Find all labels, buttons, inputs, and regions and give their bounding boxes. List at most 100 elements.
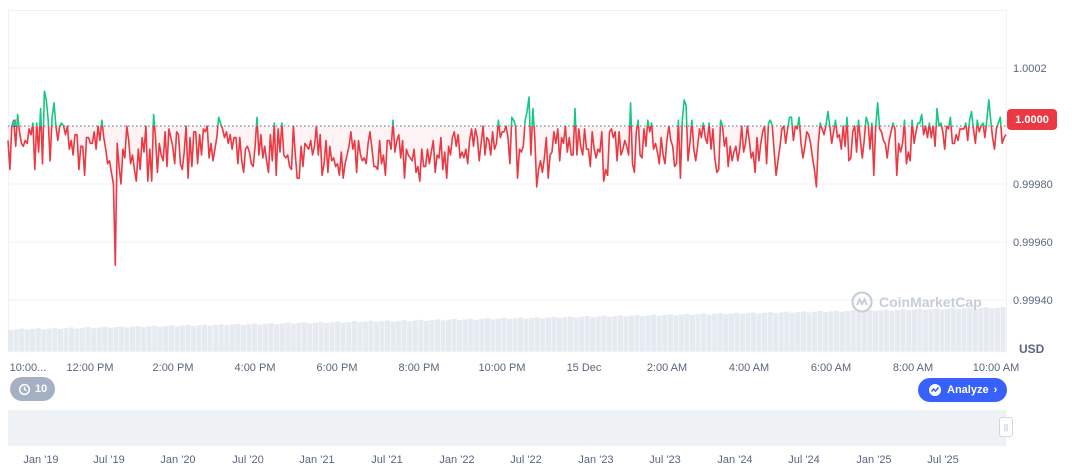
navigator-tick-label: Jul '19 — [93, 454, 124, 466]
volume-bar — [229, 324, 235, 351]
volume-bar — [800, 311, 806, 351]
volume-bar — [512, 318, 518, 351]
volume-bar — [263, 323, 269, 351]
volume-bar — [828, 311, 834, 351]
analyze-button[interactable]: Analyze › — [918, 378, 1008, 402]
x-axis-ticks: 10:00... 12:00 PM 2:00 PM 4:00 PM 6:00 PM 8:0… — [10, 362, 1020, 374]
volume-bar — [80, 327, 86, 351]
volume-bar — [656, 315, 662, 351]
price-line-below — [7, 126, 1007, 267]
volume-bar — [257, 324, 263, 351]
volume-bar — [518, 317, 524, 351]
x-tick-label: 10:00 AM — [973, 362, 1019, 374]
volume-bar — [451, 319, 457, 351]
volume-bar — [906, 310, 912, 351]
watermark: CoinMarketCap — [851, 291, 982, 313]
volume-bar — [52, 327, 58, 351]
navigator-tick-label: Jan '23 — [578, 454, 613, 466]
volume-bar — [806, 312, 812, 351]
below-reference-fill — [8, 126, 1006, 266]
volume-bar — [933, 308, 939, 351]
volume-bar — [35, 328, 41, 351]
navigator-tick-label: Jul '25 — [927, 454, 958, 466]
volume-bar — [41, 329, 47, 351]
volume-bar — [939, 309, 945, 351]
volume-bar — [861, 310, 867, 351]
history-range-label: 10 — [35, 383, 48, 395]
volume-bar — [312, 322, 318, 351]
navigator-tick-label: Jan '20 — [160, 454, 195, 466]
history-icon — [18, 383, 31, 395]
navigator-tick-label: Jan '25 — [856, 454, 891, 466]
volume-bar — [46, 328, 52, 351]
volume-bar — [174, 326, 180, 351]
navigator-tick-label: Jan '24 — [717, 454, 752, 466]
volume-bar — [756, 313, 762, 351]
volume-bar — [301, 322, 307, 351]
volume-bar — [689, 314, 696, 351]
price-line-above — [10, 90, 1002, 126]
y-axis-ticks: 1.0002 0.99980 0.99960 0.99940 — [1013, 63, 1053, 307]
volume-bar — [390, 321, 396, 351]
history-range-button[interactable]: 10 — [10, 377, 56, 401]
navigator-tick-label: Jan '22 — [439, 454, 474, 466]
volume-bar — [368, 320, 374, 351]
x-tick-label: 2:00 AM — [647, 362, 687, 374]
volume-bar — [978, 308, 984, 351]
volume-bar — [701, 313, 707, 351]
navigator-handle[interactable]: || — [999, 417, 1013, 437]
volume-bar — [307, 323, 313, 351]
volume-bar — [762, 312, 768, 351]
time-range-navigator[interactable] — [8, 410, 1006, 446]
y-tick-label: 0.99940 — [1013, 295, 1053, 307]
volume-bar — [917, 308, 923, 351]
volume-bar — [13, 329, 19, 351]
volume-bar — [179, 325, 185, 351]
volume-bar — [734, 312, 740, 351]
volume-bar — [507, 319, 513, 351]
x-tick-label: 4:00 AM — [729, 362, 769, 374]
volume-bar — [612, 316, 618, 351]
volume-bar — [351, 321, 357, 351]
volume-bar — [412, 320, 418, 351]
volume-bar — [695, 314, 701, 351]
watermark-text: CoinMarketCap — [879, 294, 982, 310]
volume-bar — [246, 324, 252, 351]
volume-bar — [129, 326, 136, 351]
volume-bar — [329, 322, 335, 351]
volume-bar — [91, 328, 97, 351]
volume-bar — [124, 327, 130, 351]
volume-bar — [750, 312, 756, 351]
volume-bar — [274, 324, 280, 351]
volume-bar — [922, 309, 928, 351]
volume-bar — [823, 312, 829, 351]
navigator-tick-label: Jan '21 — [299, 454, 334, 466]
volume-bar — [168, 325, 174, 351]
coinmarketcap-logo-icon — [851, 291, 873, 313]
volume-bar — [146, 326, 152, 351]
plot-border — [8, 10, 1007, 352]
volume-bar — [673, 315, 679, 351]
volume-bar — [601, 315, 607, 351]
analyze-label: Analyze — [947, 384, 989, 396]
volume-bar — [595, 316, 601, 351]
volume-bar — [834, 310, 840, 351]
volume-bar — [767, 312, 773, 351]
volume-bar — [490, 319, 496, 351]
volume-bar — [296, 323, 302, 351]
volume-bar — [85, 327, 91, 351]
x-tick-label: 8:00 PM — [399, 362, 440, 374]
volume-bar — [850, 310, 856, 351]
current-price-badge: 1.0000 — [1007, 109, 1057, 130]
volume-bar — [972, 308, 978, 351]
volume-bar — [440, 320, 446, 351]
volume-bar — [207, 325, 213, 351]
volume-bar — [784, 311, 790, 351]
volume-bar — [202, 324, 208, 351]
x-tick-label: 10:00 PM — [478, 362, 525, 374]
volume-bar — [324, 323, 330, 351]
volume-bar — [423, 320, 429, 351]
volume-bar — [956, 309, 962, 351]
volume-bar — [895, 309, 901, 351]
